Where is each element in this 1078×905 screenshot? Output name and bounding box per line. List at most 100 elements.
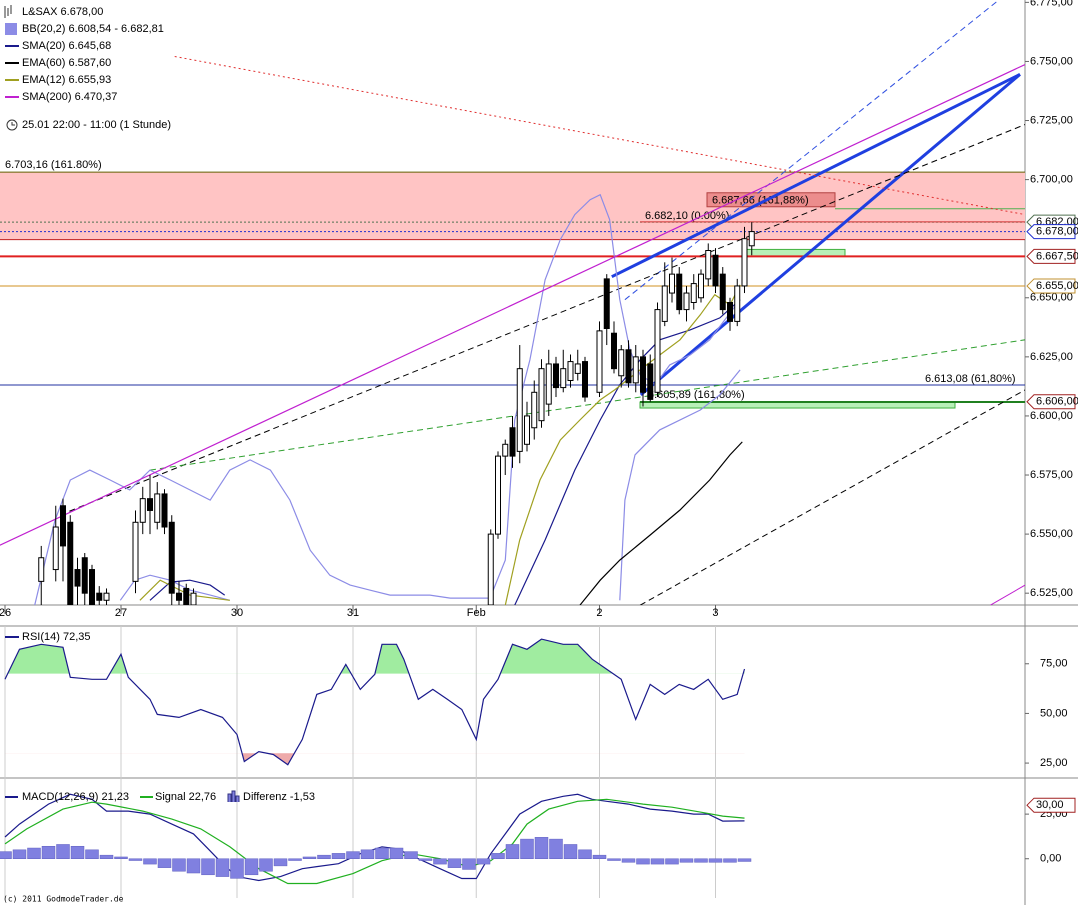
histogram-bar [360, 849, 375, 859]
candle-body [618, 349, 625, 377]
target-box [706, 192, 836, 208]
histogram-bar [549, 838, 563, 859]
level-label: 6.605,89 (161,80%) [648, 389, 745, 401]
histogram-bar [128, 858, 143, 861]
candle-body [741, 238, 748, 287]
candle-body [581, 361, 588, 398]
candle-body [632, 356, 639, 384]
candle-body [567, 361, 574, 381]
histogram-bar [0, 851, 12, 859]
histogram-bar [230, 858, 244, 879]
candle-body [552, 363, 559, 389]
candle-body [523, 415, 530, 445]
trendline [990, 584, 1025, 605]
price-tag [1026, 394, 1076, 410]
candle-body [132, 521, 139, 582]
y-tick-label: 6.625,00 [1030, 351, 1073, 363]
x-tick-label: 31 [347, 607, 359, 619]
candle-body [176, 592, 183, 601]
candle-body [712, 254, 719, 287]
candle-body [661, 285, 668, 322]
candle-body [190, 592, 197, 605]
candle-body [183, 587, 190, 605]
x-tick-label: 3 [712, 607, 718, 619]
price-tag [1026, 797, 1076, 813]
candle-body [668, 273, 675, 294]
candle-body [596, 330, 603, 393]
candle-body [147, 498, 154, 511]
candle-body [697, 273, 704, 299]
legend-label: RSI(14) 72,35 [22, 631, 90, 643]
price-tag [1026, 278, 1076, 294]
histogram-bar [534, 837, 549, 859]
histogram-bar [114, 856, 128, 859]
histogram-bar [244, 858, 259, 876]
histogram-bar [317, 854, 331, 859]
y-tick-label: 25,00 [1040, 757, 1068, 769]
candle-body [748, 231, 755, 247]
x-tick-label: 2 [596, 607, 602, 619]
histogram-bar [636, 858, 650, 865]
y-tick-label: 0,00 [1040, 853, 1061, 865]
candle-body [52, 526, 59, 571]
histogram-bar [375, 847, 389, 859]
level-label: 6.613,08 (61,80%) [925, 373, 1016, 385]
candle-body [705, 250, 712, 280]
candle-body [81, 557, 88, 594]
y-tick-label: 50,00 [1040, 707, 1068, 719]
rsi-line [4, 638, 746, 766]
candle-body [538, 368, 545, 422]
x-tick-label: Feb [467, 607, 486, 619]
y-tick-label: 6.575,00 [1030, 469, 1073, 481]
histogram-bar [447, 858, 462, 868]
legend-swatch [227, 790, 240, 802]
histogram-bar [70, 845, 85, 859]
histogram-bar [520, 838, 534, 859]
x-tick-label: 27 [115, 607, 127, 619]
y-tick-label: 6.775,00 [1030, 0, 1073, 8]
candle-body [676, 273, 683, 311]
histogram-bar [592, 854, 607, 859]
legend-label: SMA(20) 6.645,68 [22, 40, 111, 52]
histogram-bar [650, 858, 665, 865]
level-label: 6.703,16 (161.80%) [5, 159, 102, 171]
histogram-bar [563, 844, 578, 859]
histogram-bar [201, 858, 215, 876]
legend-label: Differenz -1,53 [243, 791, 315, 803]
histogram-bar [665, 858, 679, 865]
indicator-line [579, 441, 743, 605]
histogram-bar [288, 858, 302, 861]
histogram-bar [346, 851, 360, 859]
macd-line [4, 793, 745, 882]
candle-body [647, 363, 654, 400]
histogram-bar [215, 858, 230, 877]
candle-body [502, 443, 509, 457]
support-box [744, 248, 846, 257]
histogram-bar [331, 853, 346, 859]
histogram-bar [708, 858, 723, 863]
candle-body [531, 391, 538, 429]
rsi-panel: 75,00 50,00 25,00 RSI(14) 72,35 [4, 626, 1068, 778]
candle-body [560, 368, 567, 389]
legend-label: EMA(12) 6.655,93 [22, 74, 111, 86]
histogram-bar [404, 851, 418, 859]
histogram-bar [737, 858, 752, 862]
x-tick-label: 30 [231, 607, 243, 619]
indicator-line [0, 63, 1025, 546]
histogram-bar [462, 858, 476, 870]
candle-body [67, 521, 74, 605]
candle-body [161, 493, 168, 528]
histogram-bar [621, 858, 636, 863]
y-tick-label: 6.700,00 [1030, 174, 1073, 186]
price-tag-label: 6.655,00 [1036, 280, 1078, 292]
histogram-bar [99, 854, 114, 859]
y-tick-label: 6.750,00 [1030, 55, 1073, 67]
histogram-bar [56, 844, 70, 859]
histogram-bar [389, 847, 404, 859]
trendline [59, 124, 1025, 516]
footer: (c) 2011 GodmodeTrader.de [3, 895, 124, 904]
legend-swatch [5, 23, 17, 35]
candle-body [89, 569, 96, 605]
